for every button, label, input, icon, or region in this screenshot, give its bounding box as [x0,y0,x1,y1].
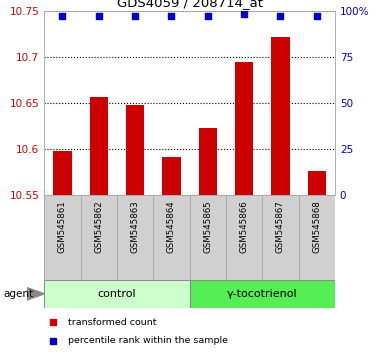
Text: GSM545868: GSM545868 [312,201,321,253]
Point [168,13,174,19]
Bar [90,97,108,195]
Text: GSM545864: GSM545864 [167,201,176,253]
Text: GSM545866: GSM545866 [239,201,249,253]
Text: GSM545865: GSM545865 [203,201,212,253]
Point [59,13,65,19]
Title: GDS4059 / 208714_at: GDS4059 / 208714_at [117,0,263,10]
Bar [190,195,226,280]
Text: percentile rank within the sample: percentile rank within the sample [67,336,228,345]
Bar [190,280,335,308]
Bar [126,104,144,195]
Point [132,13,138,19]
Bar [226,195,262,280]
Bar [44,280,190,308]
Text: GSM545861: GSM545861 [58,201,67,253]
Bar [299,195,335,280]
Bar [80,195,117,280]
Bar [54,152,72,195]
Bar [235,62,253,195]
Point [205,13,211,19]
Text: GSM545863: GSM545863 [131,201,140,253]
Text: GSM545862: GSM545862 [94,201,103,253]
Bar [117,195,153,280]
Text: γ-tocotrienol: γ-tocotrienol [227,289,298,299]
Polygon shape [27,287,44,300]
Text: agent: agent [4,289,34,299]
Text: GSM545867: GSM545867 [276,201,285,253]
Bar [44,195,80,280]
Bar [162,157,181,195]
Point [277,13,283,19]
Bar [199,129,217,195]
Bar [153,195,189,280]
Point [96,13,102,19]
Text: transformed count: transformed count [67,318,156,327]
Point [314,13,320,19]
Point [241,11,247,17]
Bar [308,171,326,195]
Bar [262,195,299,280]
Text: control: control [98,289,136,299]
Bar [271,37,290,195]
